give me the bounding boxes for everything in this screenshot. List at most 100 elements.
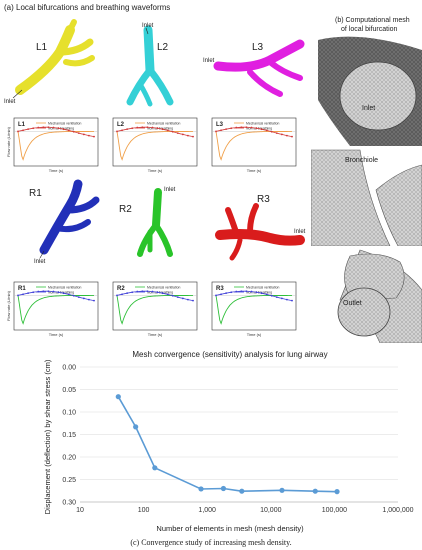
waveform-nb-line <box>215 290 293 301</box>
waveform-nb-marker <box>62 128 65 131</box>
waveform-mv-line <box>17 130 94 161</box>
chart-ytick-label: 0.20 <box>62 455 76 462</box>
waveform-nb-marker <box>245 126 248 129</box>
waveform-nb-marker <box>265 129 268 132</box>
chart-ylabel: Displacement (deflection) by shear stres… <box>43 359 52 514</box>
chart-data-point <box>220 485 227 492</box>
chart-xtick-label: 100,000 <box>322 507 347 514</box>
waveform-nb-marker <box>245 290 248 293</box>
model-label-L2: L2 <box>157 42 169 53</box>
waveform-nb-marker <box>166 129 169 132</box>
waveform-nb-marker <box>121 129 123 132</box>
waveform-frame <box>13 281 99 331</box>
mesh-view-bronchiole: Bronchiole <box>311 148 422 246</box>
waveform-nb-marker <box>250 290 253 293</box>
waveform-nb-marker <box>156 127 159 130</box>
waveform-nb-marker <box>215 294 217 297</box>
waveform-nb-marker <box>220 129 222 132</box>
waveform-nb-marker <box>131 127 134 130</box>
waveform-mv-line <box>116 130 193 161</box>
waveform-frame <box>13 117 99 167</box>
L3-shape <box>213 39 305 97</box>
waveform-nb-marker <box>93 135 95 138</box>
waveform-nb-marker <box>161 128 164 131</box>
chart-xtick-label: 100 <box>138 507 150 514</box>
waveform-nb-marker <box>187 134 189 137</box>
inlet-label-L1: Inlet <box>4 99 16 105</box>
chart-series-line <box>117 396 338 493</box>
waveform-nb-marker <box>225 292 228 295</box>
waveform-label: L1 <box>18 122 26 128</box>
chart-data-point <box>239 488 245 494</box>
chart-data-point <box>133 424 139 430</box>
panel-b-title-2: of local bifurcation <box>341 26 398 33</box>
waveform-nb-marker <box>280 297 283 300</box>
airway-model-R2: R2 Inlet <box>119 187 176 257</box>
waveform-nb-marker <box>230 127 233 130</box>
chart-ytick-label: 0.15 <box>62 432 76 439</box>
chart-ytick-label: 0.05 <box>62 387 76 394</box>
waveform-nb-marker <box>72 130 75 133</box>
waveform-nb-marker <box>275 132 278 134</box>
waveform-nb-marker <box>52 126 55 129</box>
waveform-nb-marker <box>42 290 45 293</box>
waveform-nb-marker <box>88 134 90 137</box>
waveform-nb-marker <box>141 290 144 293</box>
waveform-xlabel: Time (s) <box>247 168 262 173</box>
chart-ytick-label: 0.30 <box>62 500 76 507</box>
model-label-R2: R2 <box>119 204 132 215</box>
airway-model-L2: L2 Inlet <box>126 23 174 107</box>
waveform-frame <box>112 117 198 167</box>
waveform-nb-marker <box>260 128 263 131</box>
waveform-label: R1 <box>18 286 26 292</box>
waveform-nb-line <box>17 126 95 137</box>
waveform-nb-marker <box>116 130 118 133</box>
inlet-label-R2: Inlet <box>164 187 176 193</box>
waveform-nb-marker <box>72 294 75 297</box>
waveform-nb-marker <box>171 130 174 133</box>
chart-data-point <box>334 489 340 495</box>
waveform-nb-marker <box>192 135 194 138</box>
waveform-nb-marker <box>146 126 149 129</box>
waveform-nb-line <box>116 290 194 301</box>
waveform-frame <box>211 281 297 331</box>
model-label-R1: R1 <box>29 188 42 199</box>
chart-title: Mesh convergence (sensitivity) analysis … <box>132 350 327 359</box>
waveform-nb-marker <box>286 298 288 301</box>
waveform-nb-marker <box>57 127 60 130</box>
waveform-nb-marker <box>220 293 222 296</box>
legend-mv: Mechanical ventilation <box>147 286 180 290</box>
waveform-nb-marker <box>77 132 80 134</box>
waveform-nb-marker <box>116 294 118 297</box>
waveform-nb-marker <box>47 126 50 129</box>
waveform-xlabel: Time (s) <box>148 332 163 337</box>
waveform-nb-marker <box>27 128 30 131</box>
waveform-nb-marker <box>255 127 258 130</box>
waveform-nb-marker <box>171 294 174 297</box>
waveform-xlabel: Time (s) <box>49 168 64 173</box>
chart-xtick-label: 1,000,000 <box>382 507 413 514</box>
chart-xtick-label: 10,000 <box>260 507 282 514</box>
waveform-label: L3 <box>216 122 224 128</box>
waveform-nb-marker <box>17 130 19 133</box>
waveform-nb-marker <box>67 293 70 296</box>
legend-mv: Mechanical ventilation <box>48 122 81 126</box>
mesh-inlet-label: Inlet <box>362 105 375 112</box>
airway-model-L3: L3 Inlet <box>203 39 305 97</box>
waveform-nb-marker <box>82 133 85 136</box>
waveform-nb-marker <box>286 134 288 137</box>
waveform-frame <box>211 117 297 167</box>
R2-shape <box>137 188 173 257</box>
chart-data-point <box>115 394 121 400</box>
waveform-xlabel: Time (s) <box>148 168 163 173</box>
L2-shape <box>126 25 174 107</box>
waveform-nb-marker <box>280 133 283 136</box>
mesh-outlet-label: Outlet <box>343 300 362 307</box>
waveform-nb-marker <box>265 293 268 296</box>
waveform-nb-marker <box>32 127 35 130</box>
